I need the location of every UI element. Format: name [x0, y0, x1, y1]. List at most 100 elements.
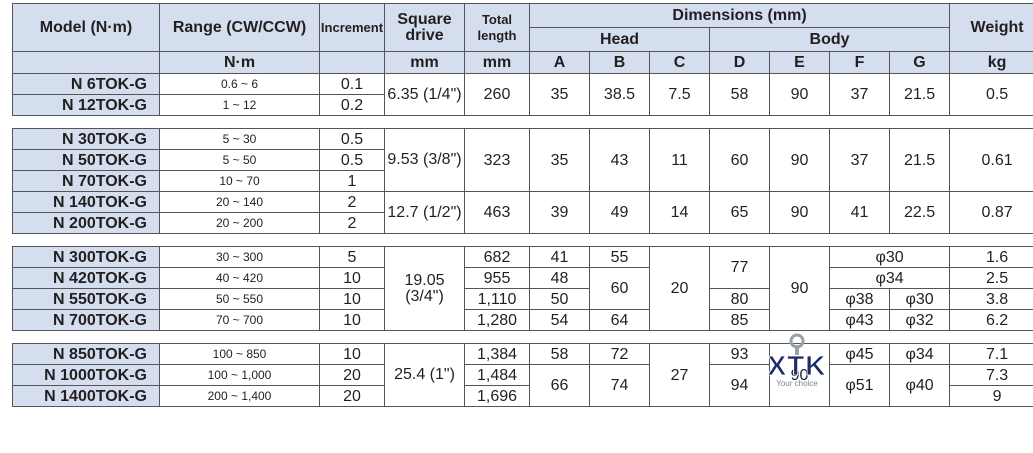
d-cell: 93 — [709, 343, 770, 365]
model-cell: N 1400TOK-G — [12, 385, 160, 407]
group-spacer — [12, 330, 1033, 344]
length-cell: 1,696 — [464, 385, 530, 407]
table-row: N 850TOK-G 100 ~ 850 10 25.4 (1") 1,384 … — [12, 343, 1033, 407]
b-cell: 38.5 — [589, 73, 650, 116]
fg-cell: φ30 — [828, 246, 951, 268]
drive-cell: 9.53 (3/8") — [384, 128, 465, 192]
b-cell: 74 — [589, 364, 650, 407]
g-cell: 22.5 — [888, 191, 951, 234]
model-cell: N 200TOK-G — [12, 212, 160, 234]
model-cell: N 1000TOK-G — [12, 364, 160, 386]
a-cell: 54 — [529, 309, 590, 331]
table-row: N 1400TOK-G 200 ~ 1,400 20 1,696 9 — [12, 385, 1033, 407]
increment-cell: 10 — [319, 288, 385, 310]
header-model-blank — [12, 51, 160, 74]
f-cell: φ38 — [829, 288, 890, 310]
weight-cell: 2.5 — [949, 267, 1033, 289]
a-cell: 35 — [529, 73, 590, 116]
d-cell: 77 — [709, 246, 770, 289]
increment-cell: 0.1 — [319, 73, 385, 95]
length-cell: 955 — [464, 267, 530, 289]
header-body: Body — [708, 27, 951, 52]
e-cell: 90 — [769, 191, 830, 234]
drive-cell: 12.7 (1/2") — [384, 191, 465, 234]
g-cell: 21.5 — [888, 128, 951, 192]
e-cell: 90 — [769, 128, 830, 192]
f-cell: 41 — [829, 191, 890, 234]
model-cell: N 300TOK-G — [12, 246, 160, 268]
f-cell: φ51 — [829, 364, 890, 407]
g-cell: φ30 — [888, 288, 951, 310]
group-spacer — [12, 115, 1033, 129]
c-cell: 14 — [649, 191, 710, 234]
model-cell: N 30TOK-G — [12, 128, 160, 150]
table-row: N 6TOK-G 0.6 ~ 6 0.1 6.35 (1/4") 260 35 … — [12, 73, 1033, 116]
dim-a: A — [529, 51, 590, 74]
weight-cell: 7.3 — [949, 364, 1033, 386]
c-cell: 7.5 — [649, 73, 710, 116]
g-cell: φ40 — [888, 364, 951, 407]
table-row: N 200TOK-G 20 ~ 200 2 — [12, 212, 1033, 234]
table-row: N 140TOK-G 20 ~ 140 2 12.7 (1/2") 463 39… — [12, 191, 1033, 234]
d-cell: 65 — [709, 191, 770, 234]
range-cell: 10 ~ 70 — [159, 170, 320, 192]
e-cell: 90 — [769, 343, 830, 407]
dim-g: G — [888, 51, 951, 74]
dim-c: C — [649, 51, 710, 74]
length-cell: 1,484 — [464, 364, 530, 386]
weight-cell: 3.8 — [949, 288, 1033, 310]
model-cell: N 6TOK-G — [12, 73, 160, 95]
range-cell: 5 ~ 30 — [159, 128, 320, 150]
a-cell: 58 — [529, 343, 590, 365]
increment-cell: 10 — [319, 343, 385, 365]
unit-range: N·m — [159, 51, 320, 74]
increment-cell: 20 — [319, 385, 385, 407]
b-cell: 72 — [589, 343, 650, 365]
increment-cell: 5 — [319, 246, 385, 268]
dim-e: E — [769, 51, 830, 74]
f-cell: 37 — [829, 73, 890, 116]
f-cell: 37 — [829, 128, 890, 192]
a-cell: 48 — [529, 267, 590, 289]
table-row: N 30TOK-G 5 ~ 30 0.5 9.53 (3/8") 323 35 … — [12, 128, 1033, 192]
table-row: N 12TOK-G 1 ~ 12 0.2 — [12, 94, 1033, 116]
e-cell: 90 — [769, 246, 830, 331]
range-cell: 30 ~ 300 — [159, 246, 320, 268]
length-cell: 1,280 — [464, 309, 530, 331]
f-cell: φ45 — [829, 343, 890, 365]
b-cell: 49 — [589, 191, 650, 234]
length-cell: 1,384 — [464, 343, 530, 365]
drive-cell: 25.4 (1") — [384, 343, 465, 407]
increment-cell: 10 — [319, 267, 385, 289]
weight-cell: 9 — [949, 385, 1033, 407]
range-cell: 20 ~ 140 — [159, 191, 320, 213]
increment-cell: 2 — [319, 191, 385, 213]
weight-cell: 0.61 — [949, 128, 1033, 192]
weight-cell: 0.87 — [949, 191, 1033, 234]
weight-cell: 6.2 — [949, 309, 1033, 331]
model-cell: N 700TOK-G — [12, 309, 160, 331]
model-cell: N 70TOK-G — [12, 170, 160, 192]
table-row: N 700TOK-G 70 ~ 700 10 1,280 54 64 85 φ4… — [12, 309, 1033, 331]
a-cell: 39 — [529, 191, 590, 234]
range-cell: 70 ~ 700 — [159, 309, 320, 331]
table-row: N 420TOK-G 40 ~ 420 10 955 48 60 φ34 2.5 — [12, 267, 1033, 310]
table-row: N 1000TOK-G 100 ~ 1,000 20 1,484 66 74 9… — [12, 364, 1033, 407]
g-cell: 21.5 — [888, 73, 951, 116]
length-cell: 323 — [464, 128, 530, 192]
a-cell: 66 — [529, 364, 590, 407]
model-cell: N 850TOK-G — [12, 343, 160, 365]
header-square-drive: Square drive — [384, 3, 465, 52]
length-cell: 682 — [464, 246, 530, 268]
header-range: Range (CW/CCW) — [159, 3, 320, 52]
fg-cell: φ34 — [828, 267, 951, 289]
range-cell: 5 ~ 50 — [159, 149, 320, 171]
length-cell: 463 — [464, 191, 530, 234]
table-row: N 70TOK-G 10 ~ 70 1 — [12, 170, 1033, 192]
d-cell: 80 — [709, 288, 770, 310]
header-model: Model (N·m) — [12, 3, 160, 52]
g-cell: φ32 — [888, 309, 951, 331]
increment-cell: 0.5 — [319, 149, 385, 171]
b-cell: 55 — [589, 246, 650, 268]
torque-wrench-spec-table: Model (N·m) Range (CW/CCW) Increment Squ… — [12, 3, 1033, 407]
